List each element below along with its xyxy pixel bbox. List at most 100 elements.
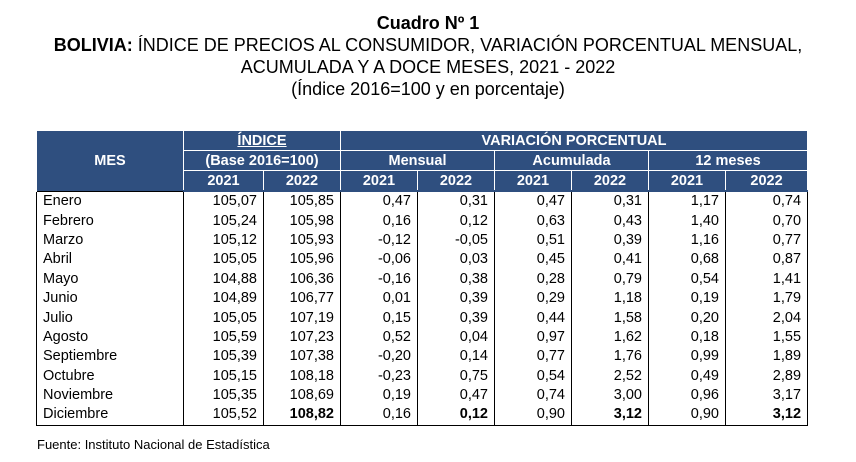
month-cell: Mayo bbox=[36, 269, 184, 289]
value-cell: 3,12 bbox=[571, 405, 649, 426]
month-cell: Octubre bbox=[36, 366, 184, 386]
value-cell: -0,05 bbox=[417, 230, 495, 251]
table-subtitle: (Índice 2016=100 y en porcentaje) bbox=[291, 79, 565, 99]
value-cell: 0,16 bbox=[340, 405, 418, 426]
value-cell: 107,38 bbox=[263, 347, 341, 367]
header-year: 2022 bbox=[263, 170, 341, 192]
value-cell: 0,31 bbox=[417, 190, 495, 212]
value-cell: 0,77 bbox=[724, 230, 809, 251]
value-cell: 1,79 bbox=[724, 288, 809, 309]
table-row: Diciembre 105,52 108,82 0,16 0,12 0,90 3,12 0,9… bbox=[36, 405, 809, 426]
value-cell: 0,19 bbox=[340, 385, 418, 406]
value-cell: 0,38 bbox=[417, 269, 495, 289]
value-cell: 0,47 bbox=[340, 190, 418, 212]
table-title-block: Cuadro Nº 1 BOLIVIA: ÍNDICE DE PRECIOS A… bbox=[0, 12, 856, 100]
value-cell: 0,99 bbox=[648, 347, 726, 367]
value-cell: 0,47 bbox=[494, 190, 572, 212]
cpi-table: MES ÍNDICE VARIACIÓN PORCENTUAL (Base 20… bbox=[36, 131, 809, 426]
value-cell: 105,24 bbox=[183, 211, 264, 231]
header-year: 2021 bbox=[183, 170, 264, 192]
value-cell: 0,29 bbox=[494, 288, 572, 309]
value-cell: 3,12 bbox=[724, 405, 809, 426]
month-cell: Abril bbox=[36, 250, 184, 270]
value-cell: 106,77 bbox=[263, 288, 341, 309]
value-cell: 0,79 bbox=[571, 269, 649, 289]
value-cell: 1,41 bbox=[724, 269, 809, 289]
value-cell: -0,23 bbox=[340, 366, 418, 386]
header-year: 2021 bbox=[494, 170, 572, 192]
month-cell: Marzo bbox=[36, 230, 184, 251]
value-cell: 1,40 bbox=[648, 211, 726, 231]
month-cell: Febrero bbox=[36, 211, 184, 231]
value-cell: 0,03 bbox=[417, 250, 495, 270]
value-cell: 105,07 bbox=[183, 190, 264, 212]
table-number: Cuadro Nº 1 bbox=[376, 13, 480, 33]
value-cell: 2,89 bbox=[724, 366, 809, 386]
value-cell: 0,74 bbox=[724, 190, 809, 212]
value-cell: 0,87 bbox=[724, 250, 809, 270]
source-note: Fuente: Instituto Nacional de Estadístic… bbox=[37, 437, 270, 452]
value-cell: -0,06 bbox=[340, 250, 418, 270]
value-cell: 0,68 bbox=[648, 250, 726, 270]
value-cell: 0,70 bbox=[724, 211, 809, 231]
table-row: Marzo 105,12 105,93 -0,12 -0,05 0,51 0,39 1,16 0… bbox=[36, 230, 809, 251]
value-cell: 105,98 bbox=[263, 211, 341, 231]
value-cell: 0,45 bbox=[494, 250, 572, 270]
value-cell: 0,04 bbox=[417, 327, 495, 348]
value-cell: 105,96 bbox=[263, 250, 341, 270]
month-cell: Enero bbox=[36, 190, 184, 212]
value-cell: 105,85 bbox=[263, 190, 341, 212]
value-cell: 0,20 bbox=[648, 308, 726, 328]
header-indice-base: (Base 2016=100) bbox=[183, 150, 341, 171]
value-cell: 1,17 bbox=[648, 190, 726, 212]
header-mes: MES bbox=[36, 131, 184, 191]
month-cell: Julio bbox=[36, 308, 184, 328]
value-cell: 0,52 bbox=[340, 327, 418, 348]
value-cell: 1,76 bbox=[571, 347, 649, 367]
month-cell: Agosto bbox=[36, 327, 184, 348]
value-cell: 105,12 bbox=[183, 230, 264, 251]
value-cell: 105,39 bbox=[183, 347, 264, 367]
value-cell: 0,14 bbox=[417, 347, 495, 367]
value-cell: 0,39 bbox=[417, 288, 495, 309]
value-cell: 1,58 bbox=[571, 308, 649, 328]
month-cell: Septiembre bbox=[36, 347, 184, 367]
value-cell: 105,15 bbox=[183, 366, 264, 386]
value-cell: 0,15 bbox=[340, 308, 418, 328]
value-cell: 0,90 bbox=[648, 405, 726, 426]
value-cell: 0,43 bbox=[571, 211, 649, 231]
month-cell: Junio bbox=[36, 288, 184, 309]
value-cell: 0,39 bbox=[417, 308, 495, 328]
value-cell: 108,69 bbox=[263, 385, 341, 406]
value-cell: 106,36 bbox=[263, 269, 341, 289]
header-year: 2022 bbox=[571, 170, 649, 192]
table-body: Enero 105,07 105,85 0,47 0,31 0,47 0,31 1,17 0,7… bbox=[36, 190, 809, 426]
month-cell: Diciembre bbox=[36, 405, 184, 426]
value-cell: 0,63 bbox=[494, 211, 572, 231]
table-row: Abril 105,05 105,96 -0,06 0,03 0,45 0,41 0,68 0,… bbox=[36, 250, 809, 270]
value-cell: 0,19 bbox=[648, 288, 726, 309]
header-variacion: VARIACIÓN PORCENTUAL bbox=[339, 131, 809, 151]
value-cell: 0,01 bbox=[340, 288, 418, 309]
table-row: Mayo 104,88 106,36 -0,16 0,38 0,28 0,79 0,54 1,4… bbox=[36, 269, 809, 289]
value-cell: 0,12 bbox=[417, 211, 495, 231]
value-cell: 107,23 bbox=[263, 327, 341, 348]
value-cell: 0,49 bbox=[648, 366, 726, 386]
value-cell: 0,75 bbox=[417, 366, 495, 386]
header-year: 2021 bbox=[340, 170, 418, 192]
header-year: 2021 bbox=[648, 170, 726, 192]
table-title-line-1: BOLIVIA: ÍNDICE DE PRECIOS AL CONSUMIDOR… bbox=[0, 34, 856, 56]
table-row: Septiembre 105,39 107,38 -0,20 0,14 0,77 1,76 0… bbox=[36, 347, 809, 367]
value-cell: 105,59 bbox=[183, 327, 264, 348]
value-cell: 2,04 bbox=[724, 308, 809, 328]
value-cell: -0,20 bbox=[340, 347, 418, 367]
value-cell: 0,12 bbox=[417, 405, 495, 426]
value-cell: 108,82 bbox=[263, 405, 341, 426]
value-cell: 1,89 bbox=[724, 347, 809, 367]
value-cell: 104,88 bbox=[183, 269, 264, 289]
month-cell: Noviembre bbox=[36, 385, 184, 406]
value-cell: 108,18 bbox=[263, 366, 341, 386]
value-cell: 105,05 bbox=[183, 250, 264, 270]
value-cell: 104,89 bbox=[183, 288, 264, 309]
header-acumulada: Acumulada bbox=[494, 150, 649, 171]
